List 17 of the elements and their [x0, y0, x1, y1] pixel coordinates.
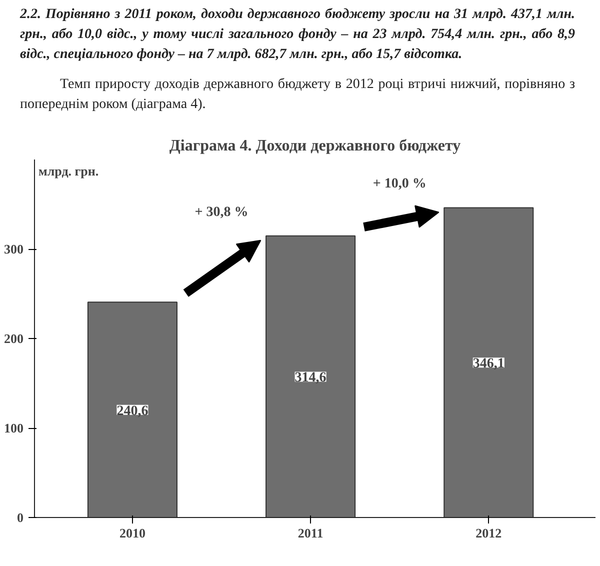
bar — [266, 235, 356, 518]
text: Темп приросту доходів державного бюджету в 2012 році втричі нижчий, порівняно з попереднім роком (діаграма 4). — [20, 76, 575, 114]
x-tick-label: 2011 — [298, 526, 324, 540]
annotation: + 30,8 % — [194, 204, 248, 220]
y-tick-label: 200 — [4, 331, 24, 346]
y-tick-label: 0 — [17, 510, 24, 525]
x-tick-label: 2010 — [119, 526, 146, 540]
y-tick-label: 100 — [4, 420, 24, 436]
data-label: 314,6 — [294, 370, 326, 386]
chart-title: Діаграма 4. Доходи державного бюджету — [169, 138, 461, 154]
bar — [444, 207, 534, 518]
y-tick-label: 300 — [4, 242, 24, 256]
y-axis-title: млрд. грн. — [38, 164, 99, 178]
text: 2.2. Порівняно з 2011 роком, доходи державного бюджету зросли на 31 млрд. 437,1 млн. грн., або 10,0 відс., у тому числі загального фонду – на 23 млрд. 754,4 млн. грн., або 8,9 відс., спеціального фонду – на 7 млрд. 682,7 млн. грн., або 15,7 відсотка. — [20, 6, 575, 64]
bar — [87, 302, 178, 518]
x-tick-label: 2012 — [476, 526, 502, 540]
annotation: + 10,0 % — [372, 176, 426, 192]
